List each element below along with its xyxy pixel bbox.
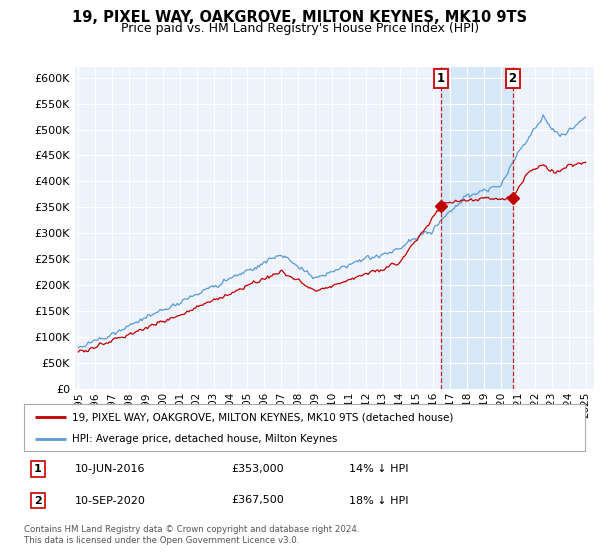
Text: 14% ↓ HPI: 14% ↓ HPI: [349, 464, 409, 474]
Text: £353,000: £353,000: [232, 464, 284, 474]
Bar: [441, 67, 512, 389]
Text: 19, PIXEL WAY, OAKGROVE, MILTON KEYNES, MK10 9TS: 19, PIXEL WAY, OAKGROVE, MILTON KEYNES, …: [73, 10, 527, 25]
Text: 2: 2: [34, 496, 42, 506]
Text: Contains HM Land Registry data © Crown copyright and database right 2024.
This d: Contains HM Land Registry data © Crown c…: [24, 525, 359, 545]
Text: 10-JUN-2016: 10-JUN-2016: [74, 464, 145, 474]
Text: 1: 1: [437, 72, 445, 85]
Text: 2: 2: [509, 72, 517, 85]
Text: 1: 1: [34, 464, 42, 474]
Text: 10-SEP-2020: 10-SEP-2020: [74, 496, 145, 506]
Text: HPI: Average price, detached house, Milton Keynes: HPI: Average price, detached house, Milt…: [71, 434, 337, 444]
Text: 18% ↓ HPI: 18% ↓ HPI: [349, 496, 409, 506]
Text: 19, PIXEL WAY, OAKGROVE, MILTON KEYNES, MK10 9TS (detached house): 19, PIXEL WAY, OAKGROVE, MILTON KEYNES, …: [71, 412, 453, 422]
Text: Price paid vs. HM Land Registry's House Price Index (HPI): Price paid vs. HM Land Registry's House …: [121, 22, 479, 35]
Text: £367,500: £367,500: [232, 496, 284, 506]
